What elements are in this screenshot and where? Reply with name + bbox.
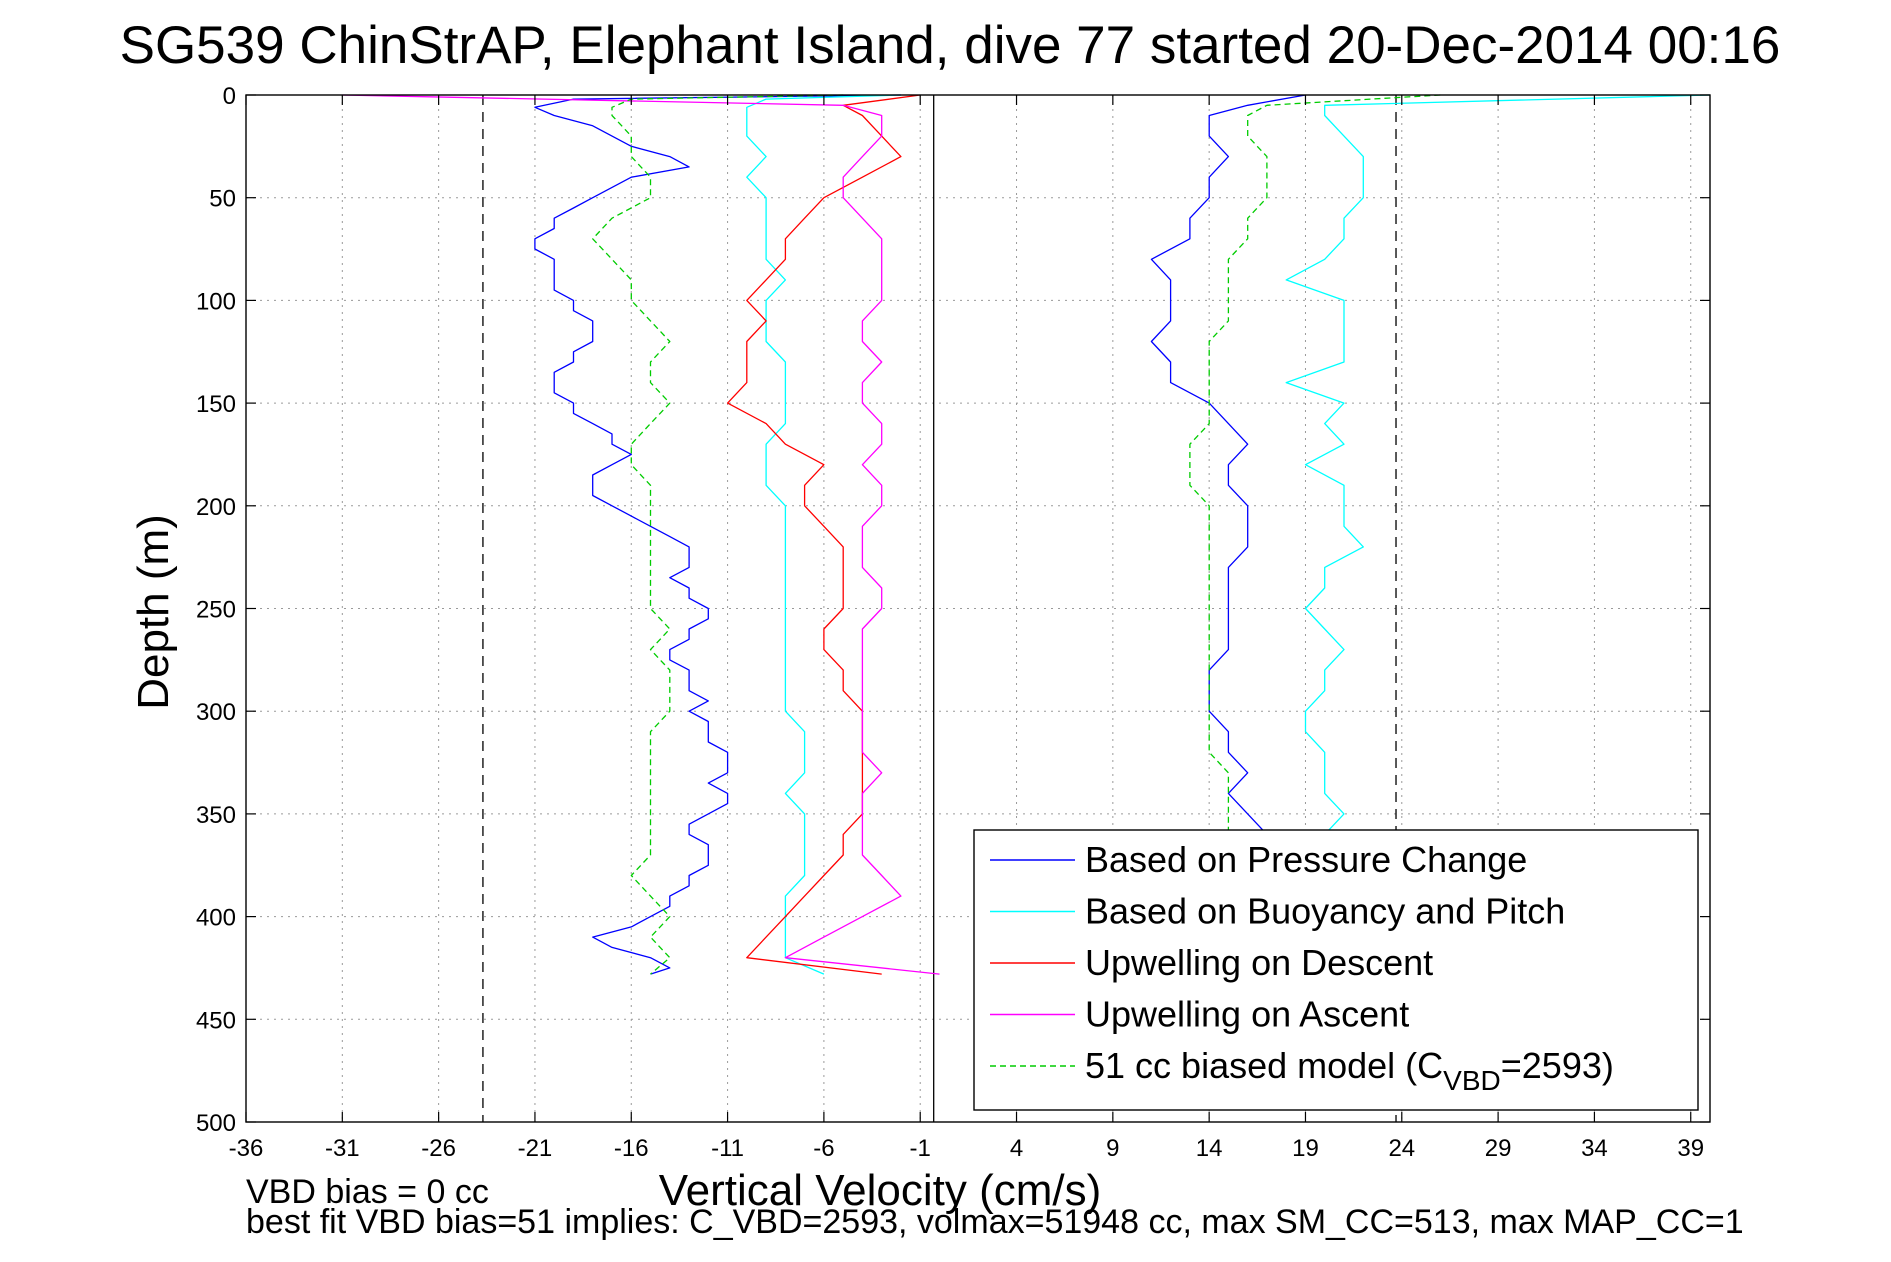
x-tick-label: -21 [518,1135,553,1162]
y-tick-label: 200 [196,494,236,521]
legend-label-3: Upwelling on Ascent [1085,994,1409,1035]
legend-label-4: 51 cc biased model (CVBD=2593) [1085,1045,1614,1096]
x-tick-label: 19 [1292,1135,1319,1162]
y-tick-label: 250 [196,597,236,624]
axis-labels: Depth (m) Vertical Velocity (cm/s) [129,514,1101,1215]
x-tick-label: -1 [910,1135,931,1162]
y-tick-label: 350 [196,802,236,829]
x-tick-label: -26 [421,1135,456,1162]
x-tick-label: 34 [1581,1135,1608,1162]
axis-ticks: -36 -31 -26 -21 -16 -11 -6 -1 4 9 14 19 24 29 34 39 0 50 1… [196,83,1710,1162]
series-line-3 [342,94,940,975]
x-axis-label: Vertical Velocity (cm/s) [659,1166,1102,1215]
legend-label-2: Upwelling on Descent [1085,942,1433,983]
x-tick-label: -6 [813,1135,834,1162]
y-axis-label: Depth (m) [129,514,178,710]
y-tick-label: 300 [196,699,236,726]
footer-best-fit: best fit VBD bias=51 implies: C_VBD=2593… [246,1203,1744,1241]
x-tick-label: -16 [614,1135,649,1162]
legend-box [973,829,1699,1111]
x-tick-label: -31 [325,1135,360,1162]
y-tick-label: 50 [209,186,236,213]
legend: Based on Pressure Change Based on Buoyanc… [973,829,1699,1111]
legend-label-0: Based on Pressure Change [1085,839,1527,880]
series-line-4-descent [592,94,844,975]
x-tick-label: 24 [1388,1135,1415,1162]
series-line-0-descent [534,94,901,975]
series-line-4-ascent [1189,94,1441,835]
x-tick-label: 4 [1010,1135,1023,1162]
series-line-1-ascent [1285,94,1711,835]
x-tick-label: -36 [229,1135,264,1162]
x-tick-label: 14 [1196,1135,1223,1162]
legend-label-1: Based on Buoyancy and Pitch [1085,891,1565,932]
series-lines [342,94,1711,975]
y-tick-label: 0 [223,83,236,110]
y-tick-label: 400 [196,905,236,932]
series-line-2 [726,94,921,975]
y-tick-label: 100 [196,288,236,315]
y-tick-label: 500 [196,1110,236,1137]
series-line-1-descent [746,94,901,975]
y-tick-label: 150 [196,391,236,418]
x-tick-label: 29 [1485,1135,1512,1162]
x-tick-label: 39 [1677,1135,1704,1162]
plot-area: -36 -31 -26 -21 -16 -11 -6 -1 4 9 14 19 24 29 34 39 0 50 1… [196,83,1711,1162]
x-tick-label: -11 [711,1135,744,1162]
x-tick-label: 9 [1106,1135,1119,1162]
footer-vbd-bias: VBD bias = 0 cc [246,1173,489,1211]
chart-title: SG539 ChinStrAP, Elephant Island, dive 7… [120,16,1781,75]
y-tick-label: 450 [196,1007,236,1034]
